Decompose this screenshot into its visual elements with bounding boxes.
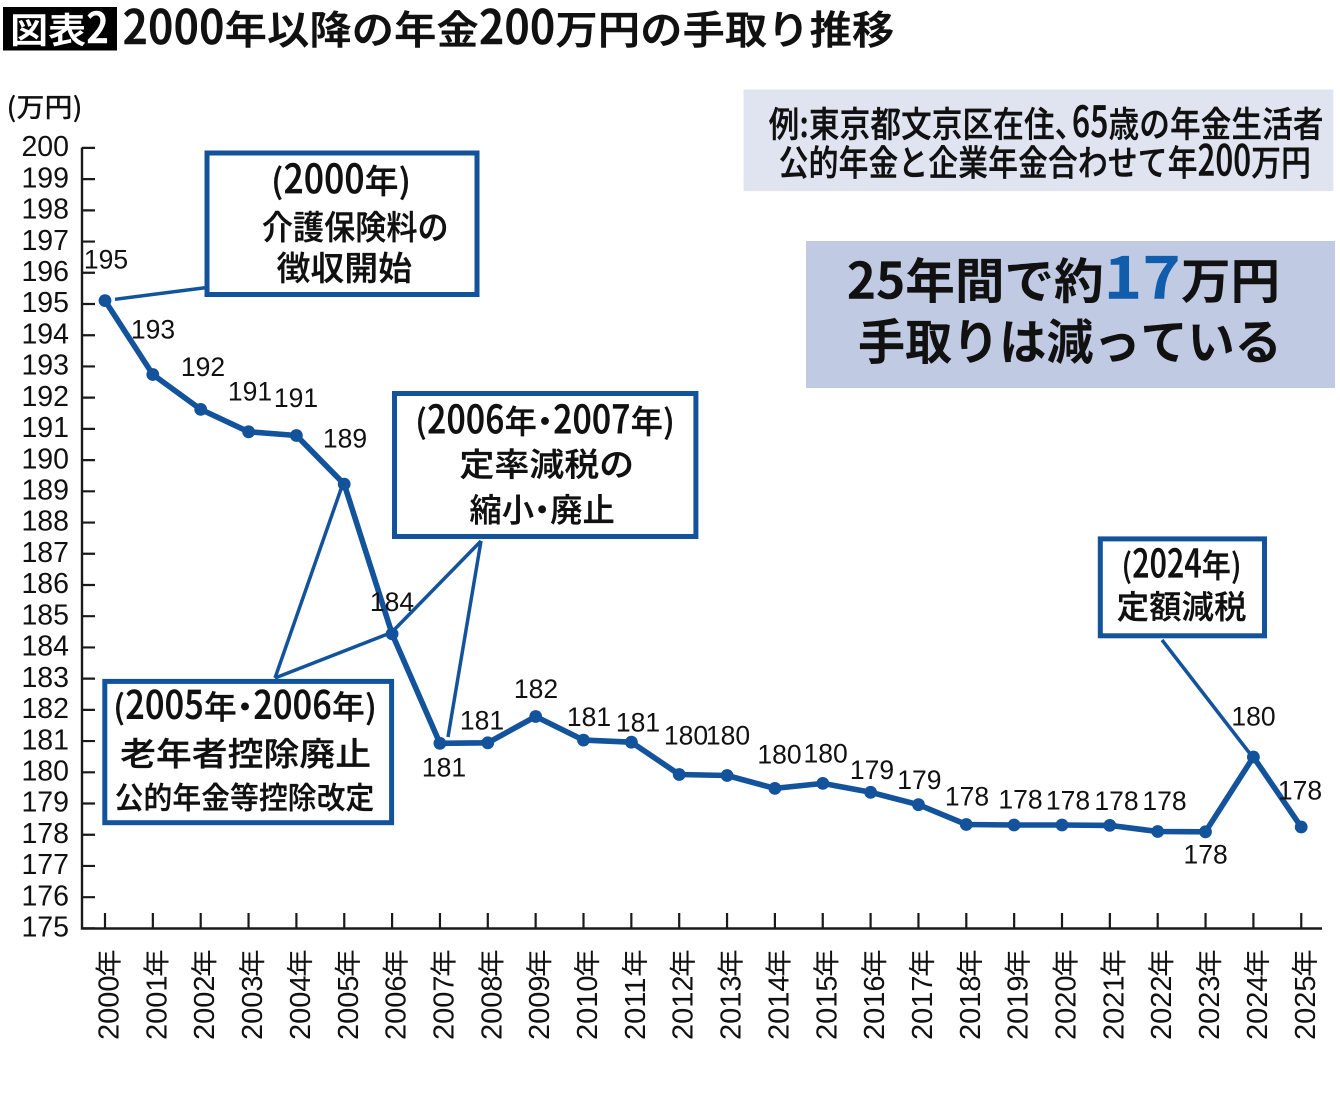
svg-text:180: 180 <box>757 740 801 770</box>
svg-text:190: 190 <box>21 443 69 475</box>
svg-text:188: 188 <box>21 506 69 538</box>
svg-text:189: 189 <box>21 475 69 507</box>
svg-text:2020: 2020 <box>1051 975 1083 1040</box>
svg-text:191: 191 <box>228 377 272 407</box>
svg-text:2002: 2002 <box>189 975 221 1040</box>
svg-text:2006: 2006 <box>381 975 413 1040</box>
svg-text:2019: 2019 <box>1003 975 1035 1040</box>
svg-text:2022: 2022 <box>1146 975 1178 1040</box>
svg-text:2015: 2015 <box>811 975 843 1040</box>
svg-text:195: 195 <box>21 287 69 319</box>
svg-text:2018: 2018 <box>955 975 987 1040</box>
svg-text:181: 181 <box>422 753 466 783</box>
svg-text:180: 180 <box>664 720 708 750</box>
svg-text:2017: 2017 <box>907 975 939 1040</box>
svg-text:193: 193 <box>21 350 69 382</box>
svg-text:181: 181 <box>21 724 69 756</box>
svg-text:2013: 2013 <box>716 975 748 1040</box>
svg-text:187: 187 <box>21 537 69 569</box>
svg-text:189: 189 <box>323 424 367 454</box>
svg-text:178: 178 <box>1046 785 1090 815</box>
svg-text:178: 178 <box>21 818 69 850</box>
svg-text:2011: 2011 <box>620 978 652 1040</box>
svg-text:2000: 2000 <box>94 975 126 1040</box>
svg-text:185: 185 <box>21 599 69 631</box>
svg-text:197: 197 <box>21 225 69 257</box>
svg-text:178: 178 <box>1278 775 1322 805</box>
svg-text:180: 180 <box>21 756 69 788</box>
svg-text:180: 180 <box>803 738 847 768</box>
svg-text:2012: 2012 <box>668 975 700 1040</box>
svg-text:199: 199 <box>21 162 69 194</box>
svg-text:181: 181 <box>460 706 504 736</box>
svg-text:195: 195 <box>84 245 128 275</box>
svg-text:2003: 2003 <box>237 975 269 1040</box>
svg-text:196: 196 <box>21 256 69 288</box>
svg-text:2021: 2021 <box>1098 975 1130 1040</box>
svg-text:178: 178 <box>998 785 1042 815</box>
svg-text:2014: 2014 <box>763 975 795 1040</box>
svg-text:179: 179 <box>850 755 894 785</box>
svg-text:2005: 2005 <box>333 975 365 1040</box>
svg-text:179: 179 <box>897 765 941 795</box>
svg-text:2009: 2009 <box>524 975 556 1040</box>
svg-text:193: 193 <box>131 315 175 345</box>
svg-text:182: 182 <box>514 674 558 704</box>
svg-text:181: 181 <box>567 702 611 732</box>
svg-text:186: 186 <box>21 568 69 600</box>
svg-text:2007: 2007 <box>428 975 460 1040</box>
svg-text:2001: 2001 <box>141 975 173 1040</box>
svg-text:191: 191 <box>274 383 318 413</box>
svg-text:179: 179 <box>21 787 69 819</box>
svg-text:177: 177 <box>21 849 69 881</box>
svg-text:178: 178 <box>945 782 989 812</box>
svg-text:180: 180 <box>706 721 750 751</box>
svg-text:184: 184 <box>370 587 414 617</box>
svg-text:192: 192 <box>21 381 69 413</box>
svg-text:2023: 2023 <box>1194 975 1226 1040</box>
svg-text:2024: 2024 <box>1242 975 1274 1040</box>
svg-text:178: 178 <box>1142 786 1186 816</box>
svg-text:182: 182 <box>21 693 69 725</box>
svg-text:2004: 2004 <box>285 975 317 1040</box>
svg-text:181: 181 <box>616 708 660 738</box>
svg-text:2016: 2016 <box>859 975 891 1040</box>
svg-text:2010: 2010 <box>572 975 604 1040</box>
svg-text:2008: 2008 <box>476 975 508 1040</box>
svg-text:198: 198 <box>21 194 69 226</box>
svg-text:184: 184 <box>21 631 69 663</box>
svg-text:194: 194 <box>21 318 69 350</box>
svg-text:191: 191 <box>21 412 69 444</box>
svg-text:176: 176 <box>21 880 69 912</box>
svg-text:180: 180 <box>1231 701 1275 731</box>
svg-text:192: 192 <box>181 352 225 382</box>
svg-text:200: 200 <box>21 131 69 163</box>
svg-text:178: 178 <box>1094 786 1138 816</box>
svg-text:2025: 2025 <box>1290 975 1322 1040</box>
svg-text:183: 183 <box>21 662 69 694</box>
svg-text:175: 175 <box>21 912 69 944</box>
svg-text:178: 178 <box>1183 840 1227 870</box>
